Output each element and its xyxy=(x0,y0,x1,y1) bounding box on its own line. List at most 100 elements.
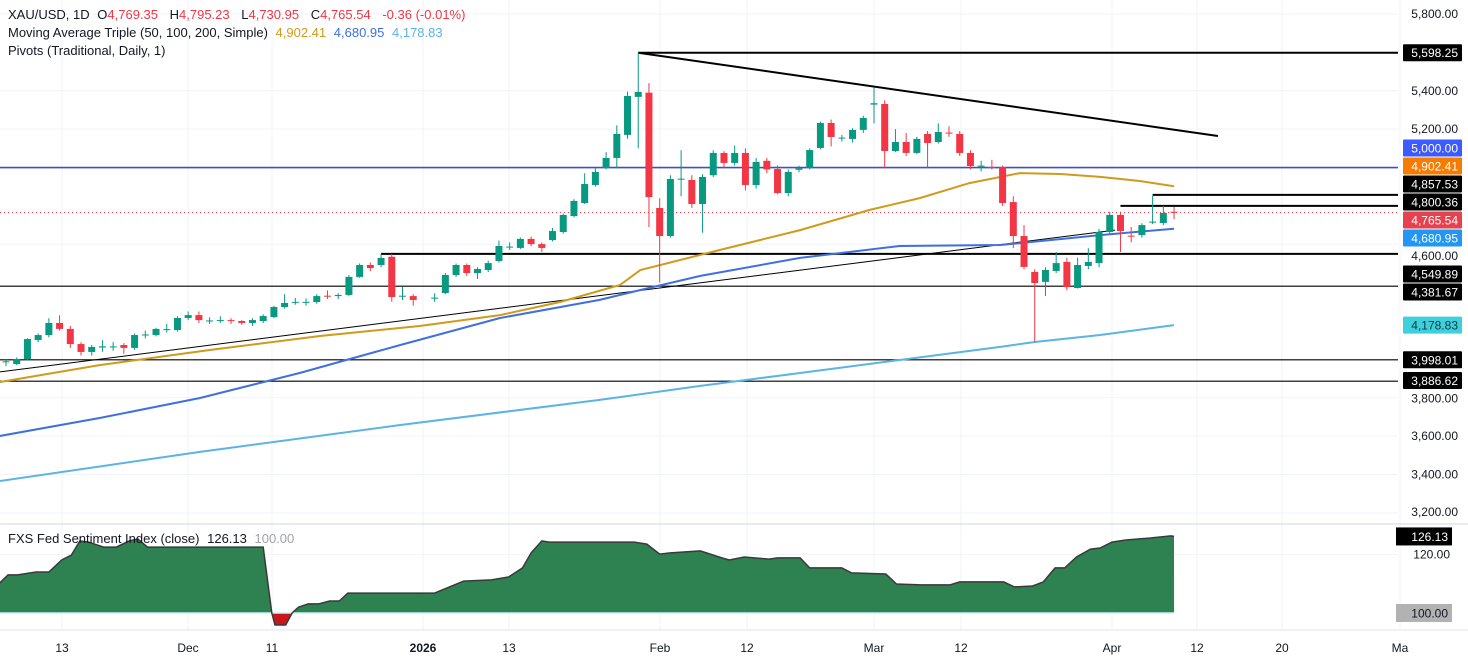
candle xyxy=(1020,225,1028,270)
price-badge-label: 5,000.00 xyxy=(1411,142,1458,156)
candle-body xyxy=(259,316,267,322)
price-tick-label: 3,800.00 xyxy=(1411,391,1458,405)
candle-body xyxy=(881,104,889,152)
time-axis[interactable]: 13 Dec 11 2026 13 Feb 12 Mar 12 Apr 12 20 Ma xyxy=(55,641,1408,655)
candle xyxy=(441,273,449,295)
candle-body xyxy=(1095,231,1103,264)
candle xyxy=(388,253,396,302)
candle-body xyxy=(741,152,749,185)
symbol-title[interactable]: XAU/USD, 1D xyxy=(8,7,90,22)
candle-body xyxy=(634,91,642,97)
price-tick-label: 3,400.00 xyxy=(1411,468,1458,482)
candle-body xyxy=(720,152,728,163)
price-badge-label: 4,857.53 xyxy=(1411,178,1458,192)
candle xyxy=(902,132,910,157)
candle xyxy=(966,150,974,170)
candle-body xyxy=(666,179,674,237)
candle xyxy=(688,175,696,208)
candle-body xyxy=(463,265,471,274)
candle-body xyxy=(441,274,449,294)
sentiment-badge-label: 100.00 xyxy=(1411,607,1448,621)
price-axis[interactable]: 5,800.00 5,598.25 5,400.00 5,200.00 5,000.00… xyxy=(1396,7,1462,622)
sentiment-legend: FXS Fed Sentiment Index (close) 126.13 1… xyxy=(8,530,298,547)
price-badge-label: 4,549.89 xyxy=(1411,268,1458,282)
candle-body xyxy=(195,315,203,321)
candle-body xyxy=(1063,261,1071,288)
candle xyxy=(677,150,685,197)
sentiment-badge xyxy=(1396,604,1452,622)
candle-body xyxy=(602,157,610,168)
candle xyxy=(1009,196,1017,249)
candle xyxy=(956,131,964,157)
candle-body xyxy=(431,297,439,299)
candle-body xyxy=(484,263,492,270)
candle xyxy=(163,323,171,333)
candle xyxy=(1074,257,1082,289)
time-tick-label: 12 xyxy=(1190,641,1204,655)
time-tick-label: 12 xyxy=(740,641,754,655)
candles xyxy=(2,52,1178,367)
candle xyxy=(816,121,824,150)
candle-body xyxy=(731,152,739,163)
candle-body xyxy=(1116,214,1124,232)
candle-body xyxy=(34,335,42,341)
candle-body xyxy=(152,328,160,336)
time-tick-label: 11 xyxy=(266,641,279,655)
candle xyxy=(366,262,374,272)
candle xyxy=(1041,267,1049,297)
close-value: 4,765.54 xyxy=(320,7,371,22)
candle xyxy=(474,267,482,279)
candle-body xyxy=(1041,269,1049,282)
candle-body xyxy=(109,346,117,348)
price-tick-label: 5,200.00 xyxy=(1411,122,1458,136)
pivot-levels xyxy=(0,51,1398,382)
candle-body xyxy=(999,166,1007,204)
candle xyxy=(1159,205,1167,226)
price-badge xyxy=(1403,157,1462,175)
candle-body xyxy=(1138,225,1146,236)
pivots-title[interactable]: Pivots (Traditional, Daily, 1) xyxy=(8,43,166,58)
candle xyxy=(838,134,846,142)
candle xyxy=(634,52,642,149)
sentiment-area-positive xyxy=(0,535,1175,613)
candle xyxy=(1116,211,1124,252)
time-tick-label: 12 xyxy=(954,641,968,655)
candle xyxy=(506,242,514,251)
candle xyxy=(1084,248,1092,270)
candle xyxy=(66,325,74,348)
candle xyxy=(495,240,503,263)
candle xyxy=(924,131,932,168)
candle xyxy=(302,298,310,306)
candle xyxy=(699,174,707,233)
price-badge-label: 4,381.67 xyxy=(1411,286,1458,300)
candle xyxy=(784,169,792,197)
candle xyxy=(999,165,1007,206)
ma-title[interactable]: Moving Average Triple (50, 100, 200, Sim… xyxy=(8,25,268,40)
candle xyxy=(313,294,321,304)
candle-body xyxy=(323,295,331,297)
price-badge xyxy=(1403,193,1462,211)
candle-body xyxy=(699,176,707,204)
candle xyxy=(666,175,674,238)
candle xyxy=(2,359,10,367)
candle-body xyxy=(1031,271,1039,284)
candle-body xyxy=(795,168,803,170)
sentiment-value: 126.13 xyxy=(207,531,247,546)
sentiment-title[interactable]: FXS Fed Sentiment Index (close) xyxy=(8,531,200,546)
candle xyxy=(516,237,524,250)
candle xyxy=(1095,228,1103,268)
candle xyxy=(806,148,814,170)
candle xyxy=(570,199,578,218)
candle-body xyxy=(549,231,557,241)
candle xyxy=(709,150,717,178)
candle xyxy=(452,263,460,277)
candle-body xyxy=(763,160,771,170)
time-tick-label: Feb xyxy=(650,641,671,655)
change-value: -0.36 (-0.01%) xyxy=(382,7,466,22)
candle-body xyxy=(816,122,824,148)
candle-body xyxy=(1009,202,1017,237)
candle xyxy=(527,236,535,247)
candle xyxy=(377,253,385,268)
candle-body xyxy=(1020,236,1028,267)
